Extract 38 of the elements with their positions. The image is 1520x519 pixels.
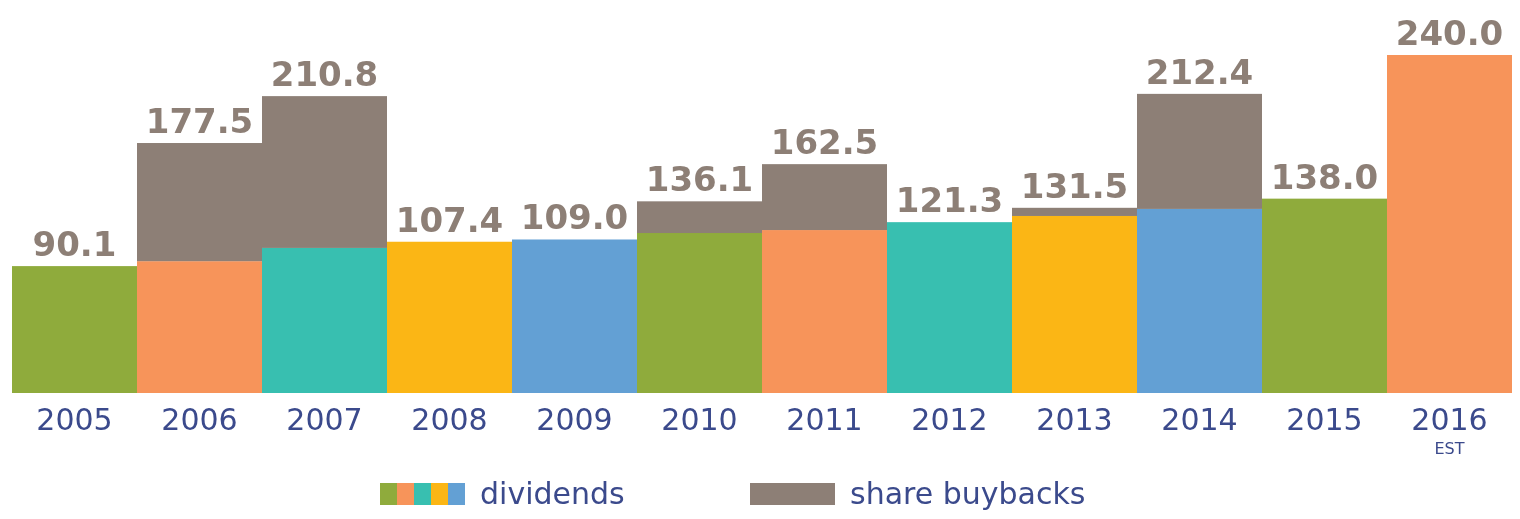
total-label: 212.4 [1145, 51, 1254, 92]
total-label: 177.5 [145, 101, 254, 142]
bar [887, 222, 1012, 393]
data-label: 121.3 [895, 180, 1004, 221]
x-tick-label: 2007 [286, 402, 363, 437]
legend-label: share buybacks [850, 476, 1086, 511]
data-label: 107.4 [395, 199, 504, 240]
total-label: 210.8 [270, 54, 379, 95]
x-tick-label: 2011 [786, 402, 863, 437]
total-label: 162.5 [770, 122, 879, 163]
data-label: 109.0 [520, 197, 629, 238]
bar [137, 261, 262, 393]
bar [1137, 208, 1262, 393]
bar [262, 247, 387, 393]
x-tick-label: 2013 [1036, 402, 1113, 437]
x-tick-label: 2008 [411, 402, 488, 437]
bar [12, 266, 137, 393]
data-label: 138.0 [1270, 156, 1379, 197]
data-label: 90.1 [32, 224, 117, 265]
data-label: 240.0 [1395, 13, 1504, 53]
bar [637, 233, 762, 393]
bar [1262, 198, 1387, 393]
x-tick-label: 2015 [1286, 402, 1363, 437]
bar [512, 239, 637, 393]
x-tick-label: 2009 [536, 402, 613, 437]
bar [1012, 215, 1137, 393]
legend-label: dividends [480, 476, 625, 511]
bar [762, 230, 887, 393]
bar [1387, 55, 1512, 393]
x-tick-label: 2010 [661, 402, 738, 437]
x-tick-label: 2016 EST [1411, 402, 1488, 458]
x-tick-label: 2012 [911, 402, 988, 437]
x-tick-label: 2014 [1161, 402, 1238, 437]
total-label: 131.5 [1020, 165, 1129, 206]
x-tick-label: 2005 [36, 402, 113, 437]
total-label: 136.1 [645, 159, 754, 200]
bar [387, 241, 512, 393]
x-tick-label: 2006 [161, 402, 238, 437]
